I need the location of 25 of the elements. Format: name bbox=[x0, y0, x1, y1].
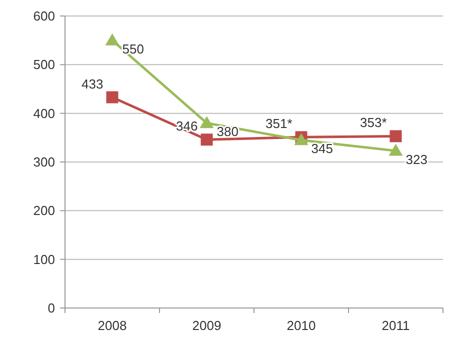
point bbox=[388, 144, 403, 156]
y-tick-label: 400 bbox=[33, 106, 55, 121]
data-label: 346 bbox=[176, 118, 198, 134]
data-label: 433 bbox=[82, 76, 104, 92]
y-tick-label: 100 bbox=[33, 252, 55, 267]
point bbox=[105, 33, 120, 46]
y-tick-label: 0 bbox=[48, 300, 55, 316]
x-tick-label: 2010 bbox=[286, 318, 316, 333]
y-tick-label: 600 bbox=[33, 8, 55, 24]
point bbox=[106, 91, 118, 104]
data-label: 351* bbox=[266, 116, 292, 132]
point bbox=[200, 116, 214, 128]
data-label: 345 bbox=[311, 141, 333, 156]
y-tick-label: 500 bbox=[33, 57, 55, 72]
data-label: 380 bbox=[216, 124, 238, 140]
y-tick-label: 300 bbox=[33, 154, 55, 170]
x-tick-label: 2009 bbox=[192, 318, 222, 333]
x-tick-label: 2011 bbox=[382, 318, 410, 333]
data-label: 550 bbox=[122, 41, 144, 56]
point bbox=[390, 130, 402, 142]
point bbox=[200, 134, 213, 146]
data-label: 323 bbox=[406, 152, 428, 167]
y-tick-label: 200 bbox=[33, 203, 55, 218]
data-label: 353* bbox=[360, 115, 387, 130]
x-tick-label: 2008 bbox=[98, 318, 127, 333]
